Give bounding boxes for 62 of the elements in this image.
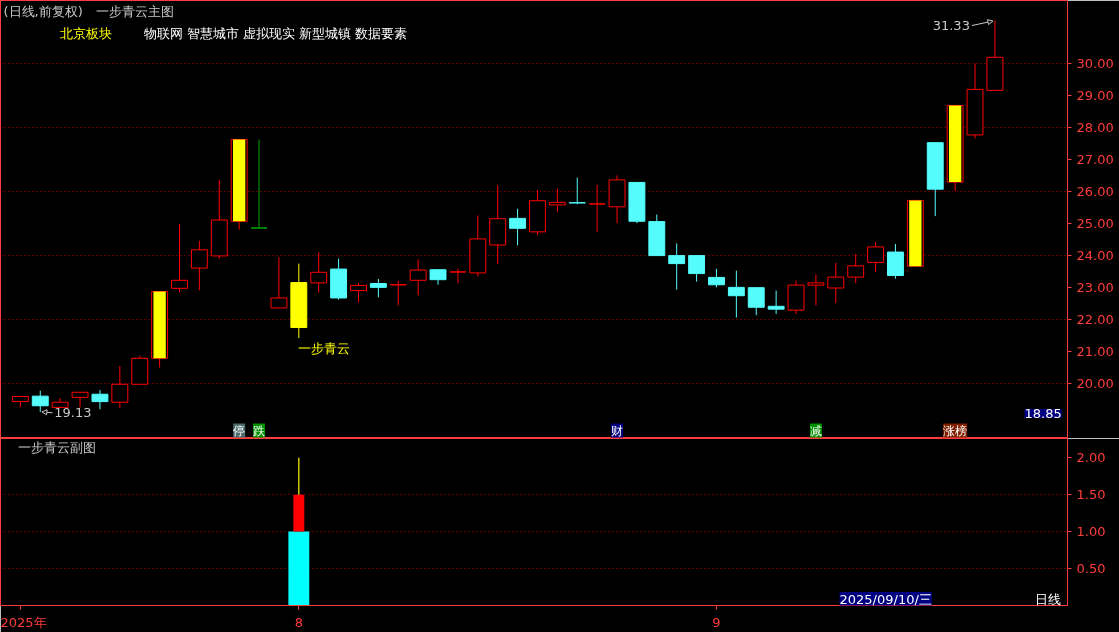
candlestick	[688, 255, 706, 283]
candlestick	[807, 274, 825, 306]
candlestick	[310, 251, 328, 293]
candlestick	[708, 268, 725, 288]
candlestick	[350, 282, 367, 303]
annotation: 停	[233, 423, 246, 438]
candlestick	[668, 242, 686, 291]
candlestick	[190, 240, 208, 291]
annotation: 财	[611, 423, 624, 438]
candlestick	[389, 280, 407, 306]
y-tick-label: 22.00	[1076, 312, 1114, 328]
y-tick-label: 0.50	[1076, 561, 1106, 577]
y-tick-label: 2.00	[1076, 450, 1106, 466]
chart-title: 一步青云主图	[95, 4, 174, 19]
candlestick	[847, 253, 865, 284]
candlestick	[409, 258, 427, 296]
candlestick	[747, 287, 765, 316]
annotation: 19.13	[54, 405, 92, 421]
text: 18.85	[1024, 406, 1062, 421]
y-tick-label: 30.00	[1076, 55, 1114, 71]
annotation: 物联网 智慧城市 虚拟现实 新型城镇 数据要素	[143, 26, 408, 41]
y-tick-label: 23.00	[1076, 280, 1114, 296]
y-tick-label: 28.00	[1076, 119, 1114, 135]
y-tick-label: 25.00	[1076, 216, 1114, 232]
candlestick	[369, 278, 387, 298]
annotation: 31.33	[932, 17, 970, 33]
y-tick-label: 27.00	[1076, 151, 1114, 167]
annotation: 2025/09/10/三	[839, 592, 932, 607]
y-tick-label: 24.00	[1076, 248, 1114, 264]
y-tick-label: 20.00	[1076, 376, 1114, 392]
chart-title: 一步青云副图	[17, 440, 96, 455]
candlestick	[548, 188, 566, 213]
annotation: 一步青云	[297, 340, 350, 356]
candlestick	[509, 208, 527, 246]
candlestick	[171, 223, 188, 293]
y-tick-label: 21.00	[1076, 344, 1114, 360]
candlestick	[449, 268, 467, 284]
candlestick	[727, 270, 745, 319]
chart-subtitle: (日线,前复权)	[3, 4, 83, 19]
annotation: 跌	[253, 423, 266, 438]
y-tick-label: 26.00	[1076, 183, 1114, 199]
y-tick-label: 1.00	[1076, 524, 1106, 540]
candlestick	[588, 184, 606, 233]
candlestick	[111, 365, 129, 409]
x-tick-label: 8	[294, 614, 303, 630]
x-tick-label: 9	[712, 614, 721, 630]
annotation: 北京板块	[59, 26, 112, 41]
annotation: 涨榜	[943, 423, 968, 438]
candlestick	[568, 177, 586, 205]
candlestick	[887, 243, 904, 280]
annotation: 减	[809, 423, 822, 438]
text: 日线	[1034, 592, 1061, 607]
y-tick-label: 29.00	[1076, 87, 1114, 103]
y-tick-label: 1.50	[1076, 487, 1106, 503]
candlestick	[767, 290, 785, 315]
candlestick	[250, 138, 268, 229]
candlestick	[827, 262, 845, 304]
x-tick-label: 2025年	[0, 614, 47, 630]
candlestick	[91, 389, 109, 410]
candlestick	[71, 391, 89, 408]
candlestick	[867, 241, 885, 273]
candlestick	[270, 256, 288, 309]
